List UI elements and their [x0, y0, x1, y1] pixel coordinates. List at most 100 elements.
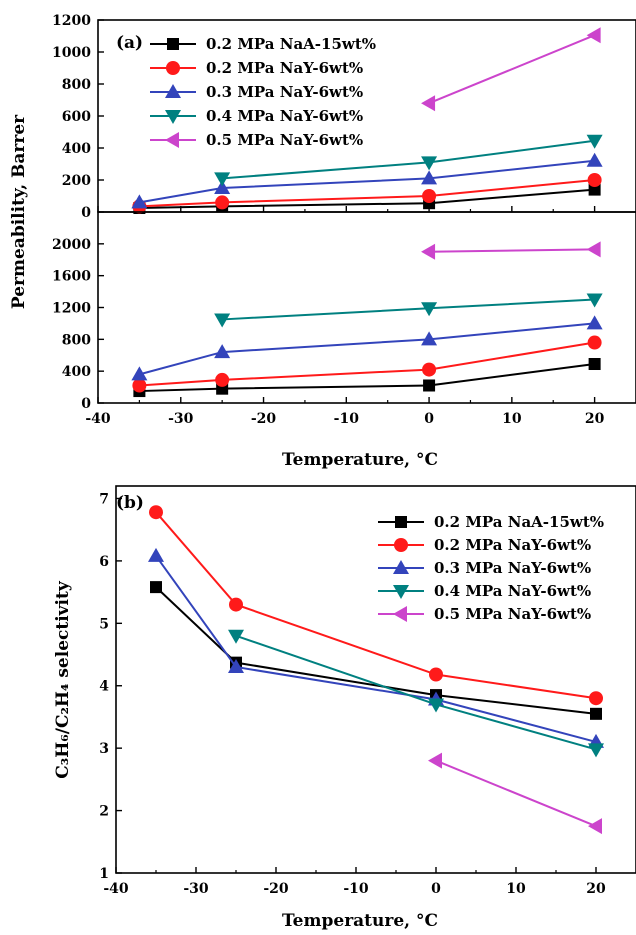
a-bottom-point-0-5-mpa-nay-6wt: [586, 241, 601, 258]
a-bottom-y-tick-label: 800: [62, 332, 91, 348]
a-bottom-x-tick-label: 10: [502, 411, 522, 427]
a-bottom-x-tick-label: -40: [85, 411, 111, 427]
a-top-point-0-5-mpa-nay-6wt: [421, 95, 436, 112]
b-point-0-3-mpa-nay-6wt: [228, 659, 244, 674]
b-y-tick-label: 5: [99, 616, 109, 632]
a-bottom-y-tick-label: 2000: [52, 237, 91, 253]
panel-a-bottom-plot: -40 -30 -20 -10 0 10 20 0 400 800 1200 1600 2000: [52, 211, 636, 427]
a-bottom-x-tick-label: 0: [424, 411, 434, 427]
a-top-point-0-2-mpa-nay-6wt: [587, 173, 602, 187]
b-point-0-4-mpa-nay-6wt: [428, 698, 444, 713]
a-bottom-frame: [97, 211, 636, 404]
a-top-series-line-0-5-mpa-nay-6wt: [428, 34, 595, 105]
b-y-tick-label: 1: [99, 866, 109, 882]
a-bottom-point-0-2-mpa-naa-15wt: [588, 358, 601, 371]
a-legend-marker: [165, 132, 179, 148]
a-bottom-x-tick-label: -10: [334, 411, 360, 427]
a-legend-marker: [167, 38, 179, 50]
a-top-y-tick-label: 0: [81, 205, 91, 221]
b-y-tick-label: 6: [99, 554, 109, 570]
b-legend-marker: [393, 560, 409, 574]
a-bottom-point-0-2-mpa-naa-15wt: [423, 379, 436, 392]
a-top-point-0-2-mpa-nay-6wt: [422, 189, 437, 203]
b-legend-label: 0.2 MPa NaA-15wt%: [434, 513, 604, 531]
panel-a-x-axis-label: Temperature, °C: [282, 450, 438, 470]
a-top-y-tick-label: 600: [62, 109, 91, 125]
b-y-tick-label: 4: [99, 679, 109, 695]
a-top-point-0-3-mpa-nay-6wt: [214, 180, 231, 194]
a-top-point-0-3-mpa-nay-6wt: [421, 170, 438, 185]
b-x-tick-label: -30: [183, 881, 209, 897]
a-bottom-series-line-0-2-mpa-naa-15wt: [139, 363, 595, 393]
a-top-point-0-2-mpa-naa-15wt: [588, 183, 601, 196]
a-bottom-y-tick-label: 400: [62, 364, 91, 380]
a-bottom-point-0-4-mpa-nay-6wt: [421, 302, 438, 317]
a-legend-marker: [165, 110, 181, 124]
b-legend-marker: [395, 516, 407, 528]
b-series-line-0-3-mpa-nay-6wt: [155, 555, 597, 743]
panel-b-label: (b): [116, 493, 144, 513]
b-series-line-0-2-mpa-nay-6wt: [155, 511, 597, 700]
a-bottom-series-line-0-4-mpa-nay-6wt: [222, 298, 595, 321]
b-point-0-2-mpa-nay-6wt: [429, 667, 443, 682]
a-bottom-point-0-4-mpa-nay-6wt: [214, 313, 231, 328]
a-top-point-0-2-mpa-nay-6wt: [215, 195, 230, 210]
a-bottom-series-line-0-3-mpa-nay-6wt: [139, 322, 595, 376]
a-legend-marker: [165, 84, 181, 98]
b-frame: [115, 485, 636, 874]
panel-a-top-plot: 0 200 400 600 800 1000 1200: [52, 13, 636, 221]
a-top-point-0-5-mpa-nay-6wt: [586, 27, 601, 44]
b-point-0-2-mpa-nay-6wt: [589, 691, 603, 706]
a-top-point-0-4-mpa-nay-6wt: [214, 172, 231, 187]
panel-a-legend: 0.2 MPa NaA-15wt% 0.2 MPa NaY-6wt% 0.3 MPa…: [150, 35, 376, 149]
a-bottom-y-tick-label: 1600: [52, 269, 91, 285]
b-legend-marker: [394, 538, 408, 552]
panel-b-plot: -40 -30 -20 -10 0 10 20 1 2 3 4 5 6 7: [99, 485, 636, 897]
b-x-tick-label: -20: [263, 881, 289, 897]
b-x-tick-label: -10: [343, 881, 369, 897]
b-point-0-2-mpa-nay-6wt: [229, 597, 243, 612]
a-bottom-x-tick-label: -20: [251, 411, 277, 427]
a-top-point-0-4-mpa-nay-6wt: [586, 134, 603, 149]
a-bottom-x-tick-label: 20: [585, 411, 605, 427]
panel-b-legend: 0.2 MPa NaA-15wt% 0.2 MPa NaY-6wt% 0.3 MPa…: [378, 513, 604, 623]
b-point-0-3-mpa-nay-6wt: [148, 547, 164, 562]
b-y-tick-label: 2: [99, 804, 109, 820]
a-top-series-line-0-2-mpa-nay-6wt: [139, 179, 595, 208]
b-legend-marker: [393, 585, 409, 599]
a-legend-label: 0.2 MPa NaY-6wt%: [206, 59, 363, 77]
a-bottom-y-tick-label: 0: [81, 396, 91, 412]
a-legend-label: 0.2 MPa NaA-15wt%: [206, 35, 376, 53]
a-top-y-tick-label: 200: [62, 173, 91, 189]
b-series-line-0-5-mpa-nay-6wt: [435, 759, 597, 828]
b-legend-label: 0.2 MPa NaY-6wt%: [434, 536, 591, 554]
b-x-tick-label: 10: [506, 881, 526, 897]
a-bottom-series-line-0-5-mpa-nay-6wt: [429, 248, 595, 253]
a-legend-marker: [166, 61, 180, 75]
b-point-0-5-mpa-nay-6wt: [588, 818, 602, 835]
a-bottom-point-0-2-mpa-nay-6wt: [132, 378, 147, 393]
a-top-y-tick-label: 400: [62, 141, 91, 157]
a-legend-label: 0.3 MPa NaY-6wt%: [206, 83, 363, 101]
b-y-tick-label: 3: [99, 741, 109, 757]
a-bottom-point-0-3-mpa-nay-6wt: [214, 344, 231, 359]
b-x-tick-label: 20: [586, 881, 606, 897]
a-top-point-0-4-mpa-nay-6wt: [421, 156, 438, 171]
a-top-point-0-3-mpa-nay-6wt: [586, 152, 603, 167]
a-top-point-0-3-mpa-nay-6wt: [131, 194, 148, 209]
b-point-0-2-mpa-naa-15wt: [590, 707, 602, 720]
a-bottom-x-tick-label: -30: [168, 411, 194, 427]
panel-a-permeability: 0 200 400 600 800 10 0 0 1200 -40 -30 -20 -10 0 10 20 0…: [9, 13, 636, 470]
b-y-tick-label: 7: [99, 491, 109, 507]
a-bottom-point-0-5-mpa-nay-6wt: [421, 243, 436, 260]
b-point-0-5-mpa-nay-6wt: [428, 752, 442, 769]
a-top-series-line-0-3-mpa-nay-6wt: [139, 159, 595, 204]
b-legend-marker: [393, 606, 407, 622]
panel-a-label: (a): [116, 33, 143, 53]
b-x-tick-label: 0: [431, 881, 441, 897]
panel-b-y-axis-label: C₃H₆/C₂H₄ selectivity: [53, 580, 73, 779]
a-top-y-tick-label: 800: [62, 77, 91, 93]
a-bottom-point-0-4-mpa-nay-6wt: [586, 293, 603, 308]
a-bottom-y-tick-label: 1200: [52, 301, 91, 317]
a-bottom-point-0-2-mpa-nay-6wt: [215, 372, 230, 387]
